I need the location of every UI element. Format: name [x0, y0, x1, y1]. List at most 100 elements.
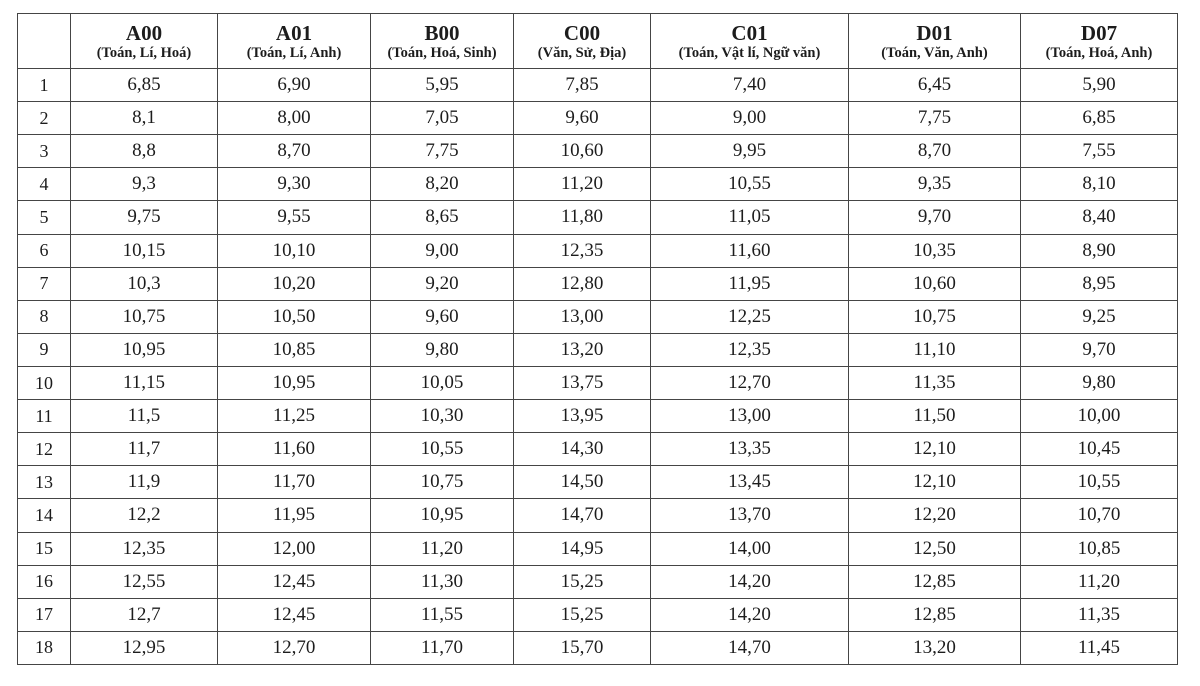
score-cell: 13,00 — [513, 299, 651, 334]
header-row: A00 (Toán, Lí, Hoá) A01 (Toán, Lí, Anh) B00(… — [17, 13, 1178, 69]
table-row: 5 9,75 9,55 8,65 11,80 11,05 9,70 8,40 — [17, 200, 1178, 235]
table-row: 18 12,95 12,70 11,70 15,70 14,70 13,20 11,45 — [17, 630, 1178, 666]
score-cell: 12,85 — [848, 564, 1021, 599]
score-cell: 13,95 — [513, 399, 651, 434]
score-cell: 10,75 — [370, 465, 514, 500]
row-number: 6 — [17, 233, 71, 268]
score-cell: 13,00 — [650, 399, 849, 434]
row-number: 14 — [17, 498, 71, 533]
score-cell: 10,20 — [217, 266, 371, 301]
score-cell: 9,70 — [1020, 332, 1178, 367]
score-cell: 9,60 — [513, 101, 651, 136]
score-cell: 13,20 — [848, 630, 1021, 666]
table-row: 9 10,95 10,85 9,80 13,20 12,35 11,10 9,70 — [17, 332, 1178, 367]
table-row: 8 10,75 10,50 9,60 13,00 12,25 10,75 9,25 — [17, 299, 1178, 334]
score-cell: 14,70 — [513, 498, 651, 533]
score-cell: 11,60 — [217, 432, 371, 467]
score-cell: 10,85 — [1020, 531, 1178, 566]
column-code: C00 — [563, 20, 601, 45]
score-cell: 12,20 — [848, 498, 1021, 533]
table-row: 3 8,8 8,70 7,75 10,60 9,95 8,70 7,55 — [17, 134, 1178, 169]
row-number: 17 — [17, 597, 71, 632]
score-cell: 10,35 — [848, 233, 1021, 268]
column-header-b00: B00 (Toán, Hoá, Sinh) — [370, 13, 514, 69]
score-cell: 11,70 — [370, 630, 514, 666]
table-row: 17 12,7 12,45 11,55 15,25 14,20 12,85 11,35 — [17, 597, 1178, 632]
score-cell: 14,30 — [513, 432, 651, 467]
column-subjects: (Toán, Lí, Anh) — [246, 44, 342, 61]
score-cell: 11,50 — [848, 399, 1021, 434]
score-cell: 11,20 — [513, 167, 651, 202]
column-header-c00: C00 (Văn, Sử, Địa) — [513, 13, 651, 69]
score-cell: 14,00 — [650, 531, 849, 566]
row-number: 10 — [17, 365, 71, 401]
column-code: D07 — [1080, 20, 1118, 45]
table-header: A00 (Toán, Lí, Hoá) A01 (Toán, Lí, Anh) B00(… — [17, 13, 1178, 69]
table-row: 13 11,9 11,70 10,75 14,50 13,45 12,10 10,55 — [17, 465, 1178, 500]
row-number: 2 — [17, 101, 71, 136]
score-cell: 14,95 — [513, 531, 651, 566]
column-header-a00: A00 (Toán, Lí, Hoá) — [70, 13, 218, 69]
score-cell: 8,70 — [848, 134, 1021, 169]
score-cell: 15,25 — [513, 564, 651, 599]
score-cell: 11,95 — [217, 498, 371, 533]
corner-cell — [17, 13, 71, 69]
score-cell: 9,00 — [370, 233, 514, 268]
score-cell: 10,75 — [70, 299, 218, 334]
row-number: 13 — [17, 465, 71, 500]
score-cell: 12,35 — [650, 332, 849, 367]
score-cell: 14,70 — [650, 630, 849, 666]
column-subjects: (Toán, Vật lí, Ngữ văn) — [678, 44, 821, 61]
score-cell: 12,70 — [217, 630, 371, 666]
score-cell: 9,00 — [650, 101, 849, 136]
column-subjects: (Toán, Lí, Hoá) — [96, 44, 192, 61]
score-cell: 5,90 — [1020, 67, 1178, 103]
table-row: 14 12,2 11,95 10,95 14,70 13,70 12,20 10,70 — [17, 498, 1178, 533]
score-cell: 15,25 — [513, 597, 651, 632]
score-cell: 9,30 — [217, 167, 371, 202]
score-cell: 6,85 — [1020, 101, 1178, 136]
score-cell: 11,80 — [513, 200, 651, 235]
score-cell: 11,9 — [70, 465, 218, 500]
table-body: 1 6,85 6,90 5,95 7,85 7,40 6,45 5,90 2 8,1 8,00 7,0… — [17, 67, 1178, 666]
row-number: 9 — [17, 332, 71, 367]
table-row: 10 11,15 10,95 10,05 13,75 12,70 11,35 9,80 — [17, 365, 1178, 401]
column-subjects: (Toán, Hoá, Sinh) — [387, 44, 497, 61]
row-number: 5 — [17, 200, 71, 235]
row-number: 1 — [17, 67, 71, 103]
score-cell: 13,70 — [650, 498, 849, 533]
score-cell: 12,10 — [848, 432, 1021, 467]
score-cell: 5,95 — [370, 67, 514, 103]
score-cell: 8,90 — [1020, 233, 1178, 268]
table-row: 15 12,35 12,00 11,20 14,95 14,00 12,50 10,85 — [17, 531, 1178, 566]
table-row: 12 11,7 11,60 10,55 14,30 13,35 12,10 10,45 — [17, 432, 1178, 467]
row-number: 7 — [17, 266, 71, 301]
score-cell: 10,00 — [1020, 399, 1178, 434]
score-cell: 10,55 — [370, 432, 514, 467]
score-cell: 11,35 — [848, 365, 1021, 401]
score-cell: 6,85 — [70, 67, 218, 103]
score-cell: 11,70 — [217, 465, 371, 500]
column-header-a01: A01 (Toán, Lí, Anh) — [217, 13, 371, 69]
score-cell: 7,85 — [513, 67, 651, 103]
table-row: 2 8,1 8,00 7,05 9,60 9,00 7,75 6,85 — [17, 101, 1178, 136]
row-number: 16 — [17, 564, 71, 599]
score-cell: 11,10 — [848, 332, 1021, 367]
score-cell: 12,45 — [217, 564, 371, 599]
score-cell: 10,05 — [370, 365, 514, 401]
score-cell: 10,10 — [217, 233, 371, 268]
score-cell: 8,70 — [217, 134, 371, 169]
column-subjects: (Toán, Văn, Anh) — [881, 44, 988, 61]
score-cell: 6,45 — [848, 67, 1021, 103]
score-cell: 11,30 — [370, 564, 514, 599]
score-cell: 8,95 — [1020, 266, 1178, 301]
row-number: 12 — [17, 432, 71, 467]
column-header-d01: D01 (Toán, Văn, Anh) — [848, 13, 1021, 69]
score-cell: 11,35 — [1020, 597, 1178, 632]
score-cell: 10,95 — [370, 498, 514, 533]
score-cell: 12,50 — [848, 531, 1021, 566]
score-cell: 13,75 — [513, 365, 651, 401]
score-cell: 15,70 — [513, 630, 651, 666]
column-subjects: (Văn, Sử, Địa) — [537, 44, 627, 61]
